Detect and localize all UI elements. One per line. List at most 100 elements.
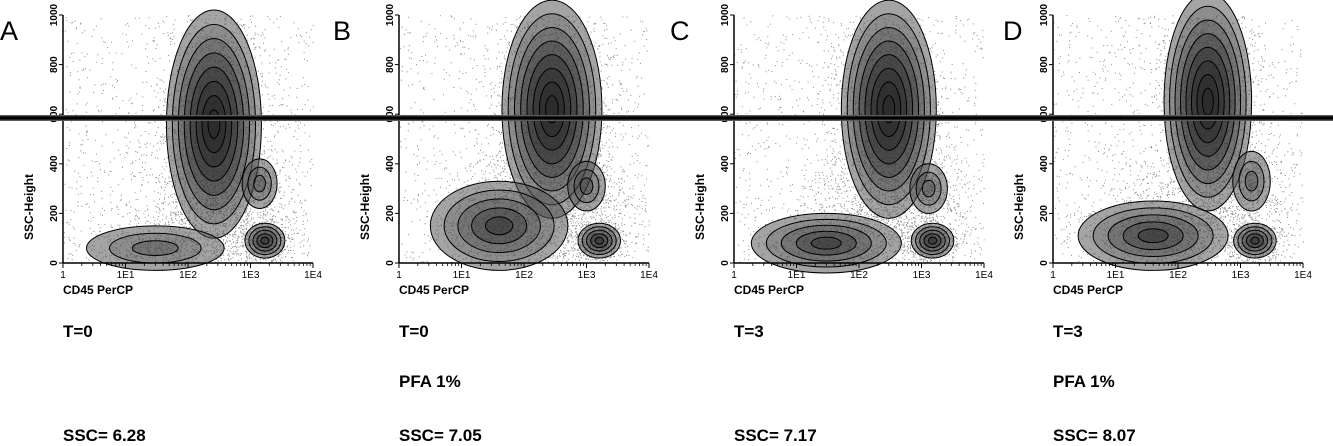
density-contour bbox=[909, 163, 948, 214]
x-tick-label: 1E2 bbox=[1169, 270, 1187, 281]
y-tick-label: 800 bbox=[1039, 56, 1050, 73]
y-axis-label: SSC-Height bbox=[358, 174, 372, 240]
density-contour bbox=[443, 189, 555, 263]
density-contour bbox=[765, 218, 887, 268]
density-contour bbox=[247, 166, 272, 201]
density-contour bbox=[923, 233, 942, 249]
condition-time: T=3 bbox=[1053, 322, 1083, 341]
density-contour bbox=[1232, 150, 1271, 212]
flow-plot: 1 1E1 1E2 1E3 1E4 0 200 400 600 800 1000 CD45 PerCP… bbox=[358, 0, 658, 297]
x-tick-label: 1E2 bbox=[515, 270, 533, 281]
flow-plot: 1 1E1 1E2 1E3 1E4 0 200 400 600 800 1000 CD45 PerCP… bbox=[693, 0, 993, 297]
panel-letter: A bbox=[0, 16, 19, 46]
density-contour bbox=[810, 236, 842, 250]
x-tick-label: 1 bbox=[60, 270, 66, 281]
density-contour bbox=[1250, 236, 1260, 245]
condition-time: T=3 bbox=[734, 322, 764, 341]
density-contour bbox=[131, 240, 179, 257]
density-contour bbox=[1201, 87, 1214, 116]
density-contour bbox=[750, 212, 902, 274]
condition-fixative: PFA 1% bbox=[1053, 372, 1115, 391]
density-contour bbox=[1107, 214, 1199, 258]
density-contour bbox=[921, 179, 936, 198]
y-tick-label: 600 bbox=[385, 105, 396, 122]
x-tick-label: 1 bbox=[1050, 270, 1056, 281]
x-tick-label: 1E4 bbox=[304, 270, 322, 281]
x-tick-label: 1E1 bbox=[117, 270, 135, 281]
x-tick-label: 1E3 bbox=[1232, 270, 1250, 281]
density-contour bbox=[590, 233, 609, 249]
y-tick-label: 400 bbox=[1039, 155, 1050, 172]
condition-fixative: PFA 1% bbox=[399, 372, 461, 391]
x-tick-label: 1E1 bbox=[453, 270, 471, 281]
ssc-value: SSC= 7.05 bbox=[399, 426, 482, 445]
flow-plot: 1 1E1 1E2 1E3 1E4 0 200 400 600 800 1000 CD45 PerCP… bbox=[22, 3, 322, 297]
density-contour bbox=[1233, 222, 1277, 259]
density-contour bbox=[915, 171, 942, 206]
x-axis-label: CD45 PerCP bbox=[734, 283, 804, 297]
condition-time: T=0 bbox=[63, 322, 93, 341]
y-tick-label: 0 bbox=[49, 260, 60, 266]
density-contour bbox=[780, 224, 872, 262]
x-axis-label: CD45 PerCP bbox=[399, 283, 469, 297]
x-tick-label: 1E3 bbox=[242, 270, 260, 281]
density-contour bbox=[248, 226, 282, 256]
x-tick-label: 1E1 bbox=[1107, 270, 1125, 281]
density-contour bbox=[260, 236, 270, 245]
density-contour bbox=[484, 216, 514, 236]
density-contour bbox=[241, 158, 278, 209]
x-tick-label: 1E4 bbox=[1294, 270, 1312, 281]
density-contour bbox=[253, 174, 266, 193]
y-tick-label: 1000 bbox=[720, 3, 731, 26]
ssc-value: SSC= 7.17 bbox=[734, 426, 817, 445]
density-contour bbox=[471, 207, 528, 245]
y-tick-label: 400 bbox=[385, 155, 396, 172]
y-tick-label: 0 bbox=[720, 260, 731, 266]
density-contours bbox=[86, 9, 286, 271]
density-contour bbox=[86, 225, 225, 271]
x-axis-label: CD45 PerCP bbox=[1053, 283, 1123, 297]
x-tick-label: 1 bbox=[396, 270, 402, 281]
density-contour bbox=[579, 177, 594, 195]
flow-plot: 1 1E1 1E2 1E3 1E4 0 200 400 600 800 1000 CD45 PerCP… bbox=[1012, 0, 1312, 297]
density-contour bbox=[457, 198, 541, 254]
panel-letter: C bbox=[670, 16, 690, 46]
y-tick-label: 0 bbox=[1039, 260, 1050, 266]
y-tick-label: 200 bbox=[720, 205, 731, 222]
ssc-value: SSC= 8.07 bbox=[1053, 426, 1136, 445]
x-tick-label: 1E2 bbox=[179, 270, 197, 281]
y-tick-label: 200 bbox=[49, 205, 60, 222]
y-tick-label: 200 bbox=[1039, 205, 1050, 222]
panel-a: A 1 1E1 1E2 1E3 1E4 0 200 400 600 800 1000 CD45 Per… bbox=[0, 0, 330, 445]
density-contour bbox=[577, 222, 622, 259]
density-contour bbox=[1077, 200, 1229, 271]
y-tick-label: 800 bbox=[49, 56, 60, 73]
density-contour bbox=[1137, 228, 1169, 244]
y-tick-label: 0 bbox=[385, 260, 396, 266]
density-contour bbox=[1244, 170, 1259, 192]
panel-c: C 1 1E1 1E2 1E3 1E4 0 200 400 600 800 1000 CD45 Per… bbox=[670, 0, 1000, 445]
y-tick-label: 400 bbox=[720, 155, 731, 172]
density-contour bbox=[1122, 221, 1184, 251]
y-tick-label: 600 bbox=[1039, 105, 1050, 122]
condition-time: T=0 bbox=[399, 322, 429, 341]
density-contour bbox=[429, 180, 569, 271]
y-axis-label: SSC-Height bbox=[22, 174, 36, 240]
y-tick-label: 1000 bbox=[385, 3, 396, 26]
density-contours bbox=[429, 0, 622, 271]
x-tick-label: 1E2 bbox=[850, 270, 868, 281]
density-contour bbox=[927, 236, 938, 245]
x-tick-label: 1E1 bbox=[788, 270, 806, 281]
density-contours bbox=[1077, 0, 1277, 271]
x-tick-label: 1E4 bbox=[975, 270, 993, 281]
y-axis-label: SSC-Height bbox=[693, 174, 707, 240]
y-tick-label: 1000 bbox=[49, 3, 60, 26]
y-tick-label: 800 bbox=[720, 56, 731, 73]
y-axis-label: SSC-Height bbox=[1012, 174, 1026, 240]
density-contour bbox=[573, 169, 600, 204]
panel-d: D 1 1E1 1E2 1E3 1E4 0 200 400 600 800 1000 CD45 Per… bbox=[1003, 0, 1333, 445]
x-tick-label: 1E3 bbox=[913, 270, 931, 281]
gate-line bbox=[0, 115, 1333, 121]
x-axis-label: CD45 PerCP bbox=[63, 283, 133, 297]
density-contour bbox=[910, 222, 955, 259]
